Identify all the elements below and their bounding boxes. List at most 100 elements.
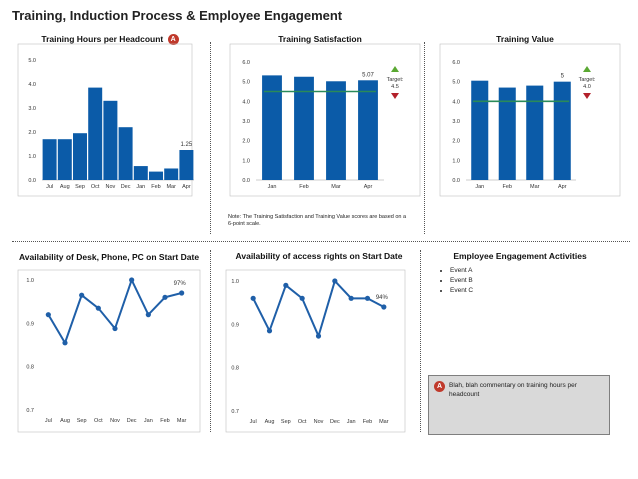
y-tick-label: 3.0 (242, 119, 250, 125)
down-arrow-icon (391, 93, 399, 99)
x-tick-label: Mar (530, 184, 540, 190)
data-point (179, 290, 185, 296)
data-point (299, 295, 305, 301)
x-tick-label: Jul (46, 184, 53, 190)
y-tick-label: 1.0 (242, 158, 250, 164)
x-tick-label: Nov (110, 418, 120, 424)
x-tick-label: Aug (60, 418, 70, 424)
bar (149, 171, 163, 180)
y-tick-label: 2.0 (452, 139, 460, 145)
x-tick-label: Aug (60, 184, 70, 190)
y-tick-label: 5.0 (28, 58, 36, 64)
x-tick-label: Sep (77, 418, 87, 424)
bar (118, 127, 133, 180)
x-tick-label: Nov (106, 184, 116, 190)
data-point (283, 282, 289, 288)
vertical-divider-top-left (210, 42, 211, 234)
data-point (266, 328, 273, 334)
bar (526, 85, 544, 180)
vertical-divider-bottom-left (210, 250, 211, 432)
x-tick-label: Jan (268, 184, 277, 190)
data-point (162, 294, 168, 300)
chart-frame (229, 43, 421, 197)
x-tick-label: Jul (250, 419, 257, 425)
y-tick-label: 0.0 (452, 178, 460, 184)
bar (73, 133, 87, 180)
x-tick-label: Sep (75, 184, 85, 190)
y-tick-label: 0.9 (26, 321, 34, 327)
page-title: Training, Induction Process & Employee E… (12, 8, 343, 23)
chart-title-training-hours-text: Training Hours per Headcount (41, 34, 164, 44)
commentary-box: A Blah, blah commentary on training hour… (428, 375, 610, 435)
y-tick-label: 0.7 (231, 409, 239, 415)
x-tick-label: Dec (121, 184, 131, 190)
bar (57, 139, 72, 180)
list-item: Event C (450, 286, 473, 296)
x-tick-label: Oct (94, 418, 103, 424)
series-line (252, 279, 385, 339)
y-tick-label: 5.0 (242, 80, 250, 86)
x-tick-label: Jan (144, 418, 153, 424)
x-tick-label: Aug (265, 419, 275, 425)
y-tick-label: 4.0 (242, 99, 250, 105)
bar (164, 168, 179, 180)
data-label: 94% (376, 295, 389, 301)
horizontal-divider (12, 241, 630, 242)
target-label: Target: (387, 77, 404, 83)
badge-a-marker: A (434, 381, 445, 392)
data-point (381, 304, 387, 310)
x-tick-label: Mar (166, 184, 176, 190)
bar (179, 150, 194, 180)
y-tick-label: 1.0 (452, 158, 460, 164)
chart-frame (439, 43, 621, 197)
y-tick-label: 6.0 (242, 60, 250, 66)
x-tick-label: Jan (347, 419, 356, 425)
x-tick-label: Nov (314, 419, 324, 425)
bar (553, 81, 571, 180)
bar (358, 80, 378, 180)
x-tick-label: Mar (379, 419, 389, 425)
bar (103, 100, 118, 180)
up-arrow-icon (391, 66, 399, 72)
x-tick-label: Feb (160, 418, 169, 424)
chart-frame (225, 269, 406, 433)
data-point (364, 295, 371, 301)
data-label: 1.25 (181, 142, 193, 148)
target-label: Target: (579, 77, 596, 83)
x-tick-label: Feb (503, 184, 512, 190)
data-point (250, 295, 256, 301)
y-tick-label: 2.0 (28, 130, 36, 136)
up-arrow-icon (583, 66, 591, 72)
y-tick-label: 0.7 (26, 408, 34, 414)
data-point (129, 277, 135, 283)
y-tick-label: 1.0 (28, 154, 36, 160)
x-tick-label: Sep (281, 419, 291, 425)
x-tick-label: Mar (331, 184, 341, 190)
x-tick-label: Jul (45, 418, 52, 424)
y-tick-label: 1.0 (26, 278, 34, 284)
data-point (332, 278, 338, 284)
chart-title-desk-availability: Availability of Desk, Phone, PC on Start… (18, 252, 200, 262)
bar (471, 80, 489, 180)
chart-frame (17, 43, 193, 197)
y-tick-label: 3.0 (28, 106, 36, 112)
x-tick-label: Oct (298, 419, 307, 425)
target-label: 4.0 (583, 84, 591, 90)
y-tick-label: 0.0 (28, 178, 36, 184)
x-tick-label: Apr (364, 184, 373, 190)
list-item: Event A (450, 266, 473, 276)
x-tick-label: Feb (151, 184, 160, 190)
y-tick-label: 0.9 (231, 322, 239, 328)
chart-title-training-hours: Training Hours per Headcount A (20, 34, 200, 46)
bar (326, 81, 346, 180)
data-point (79, 292, 85, 298)
chart-title-training-satisfaction: Training Satisfaction (278, 34, 362, 44)
x-tick-label: Apr (558, 184, 567, 190)
x-tick-label: Jan (136, 184, 145, 190)
commentary-text: Blah, blah commentary on training hours … (449, 382, 577, 398)
